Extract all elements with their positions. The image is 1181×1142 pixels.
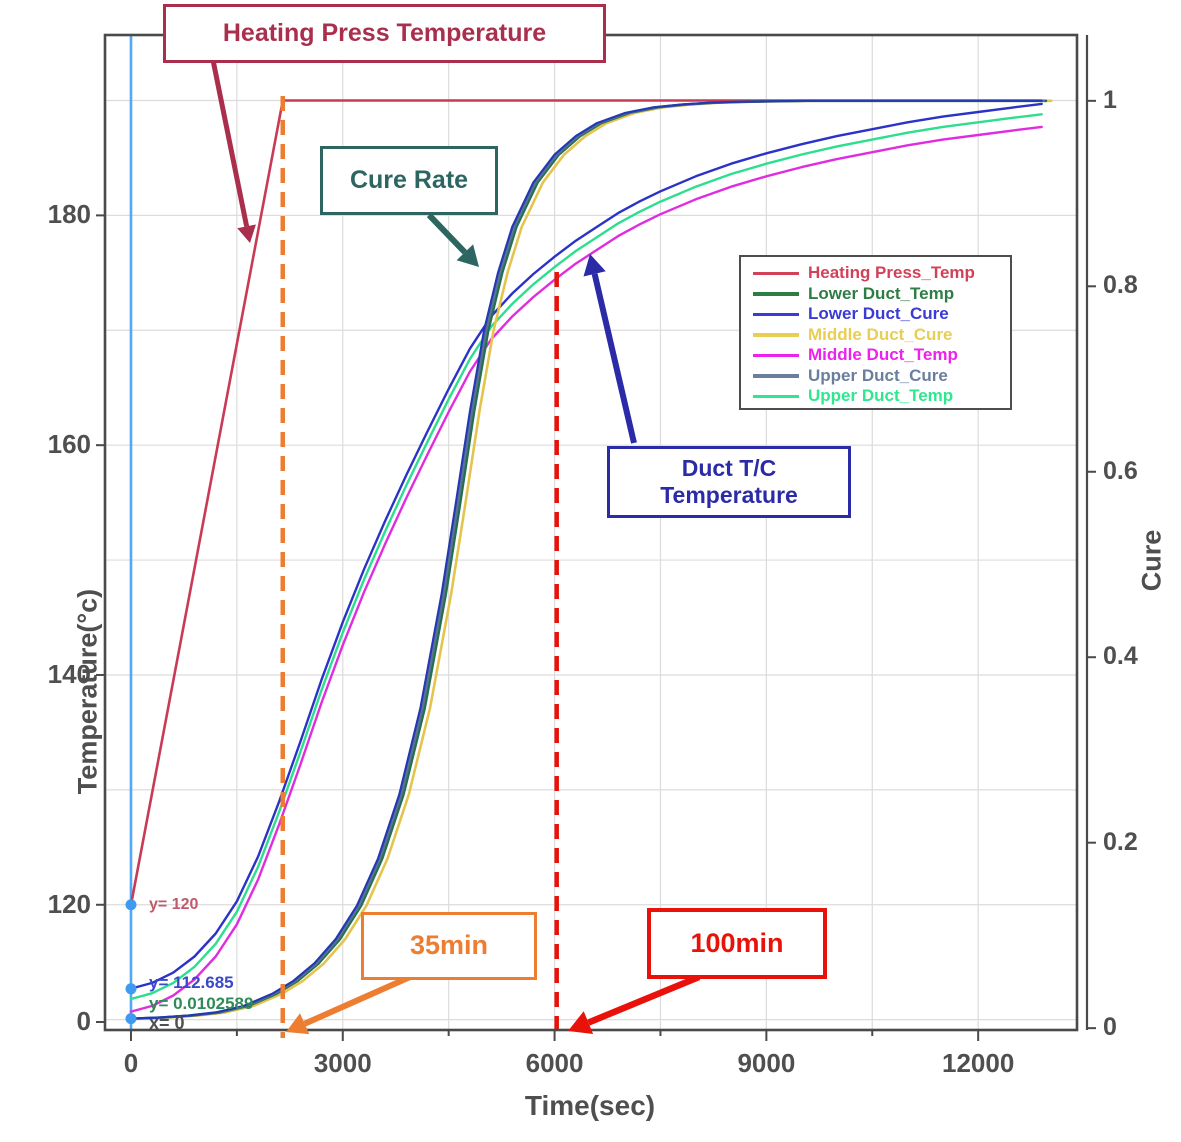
y-left-bottom-label: 0 <box>76 1006 91 1036</box>
y-right-tick-label: 1 <box>1103 85 1117 114</box>
right-axis-title: Cure <box>1136 529 1167 592</box>
x-tick-label: 9000 <box>737 1048 796 1078</box>
legend-swatch <box>753 312 799 316</box>
legend-item-label: Upper Duct_Temp <box>808 386 954 406</box>
y-right-tick-label: 0.6 <box>1103 456 1138 485</box>
cursor-dot <box>125 899 137 911</box>
cursor-dot <box>125 983 137 995</box>
x-tick-label: 6000 <box>525 1048 584 1078</box>
duct-tc-annotation-line2: Temperature <box>660 482 798 508</box>
100min-arrow <box>587 973 701 1026</box>
cursor-readout: x= 0 <box>149 1013 185 1033</box>
cure-rate-arrow <box>426 212 468 255</box>
legend-item: Lower Duct_Cure <box>753 304 1010 325</box>
legend-item: Heating Press_Temp <box>753 263 1010 284</box>
curve-Lower Duct_Cure <box>129 99 1043 1020</box>
cure-rate-annotation: Cure Rate <box>320 146 498 215</box>
legend-swatch <box>753 374 799 378</box>
x-axis-title: Time(sec) <box>524 1090 656 1121</box>
legend-item-label: Middle Duct_Cure <box>808 324 953 344</box>
legend-swatch <box>753 292 799 296</box>
35min-arrow <box>303 974 412 1027</box>
legend-item-label: Lower Duct_Cure <box>808 304 949 324</box>
heating-press-annotation: Heating Press Temperature <box>163 4 606 63</box>
heating-press-annotation-text: Heating Press Temperature <box>222 18 547 47</box>
duct-tc-annotation: Duct T/C Temperature <box>607 446 851 518</box>
x-tick-label: 12000 <box>942 1048 1015 1078</box>
legend-swatch <box>753 394 799 398</box>
35min-arrow-head <box>286 1013 310 1035</box>
legend-item: Middle Duct_Temp <box>753 345 1010 366</box>
curve-Lower Duct_Temp <box>129 102 1043 990</box>
legend-swatch <box>753 333 799 337</box>
y-right-tick-label: 0.4 <box>1103 642 1138 671</box>
y-right-tick-label: 0.8 <box>1103 271 1138 300</box>
left-axis-title: Temperature(°c) <box>72 588 103 795</box>
x-tick-label: 3000 <box>313 1048 372 1078</box>
cursor-readout: y= 120 <box>149 896 199 913</box>
cursor-dot <box>125 1013 137 1025</box>
x-tick-label: 0 <box>123 1048 139 1078</box>
heating-press-arrow-head <box>237 224 256 243</box>
35min-annotation: 35min <box>361 912 537 980</box>
y-left-tick-label: 120 <box>47 888 91 919</box>
curve-Upper Duct_Temp <box>129 113 1043 1001</box>
heating-press-arrow <box>210 59 250 227</box>
y-left-tick-label: 140 <box>47 658 91 689</box>
legend-item-label: Lower Duct_Temp <box>808 283 955 303</box>
legend-swatch <box>753 271 799 275</box>
y-left-tick-label: 160 <box>47 429 91 460</box>
plot-area <box>105 35 1077 1030</box>
legend-item: Middle Duct_Cure <box>753 325 1010 346</box>
duct-tc-arrow <box>591 273 637 444</box>
legend-item-label: Heating Press_Temp <box>808 263 975 283</box>
legend-item: Upper Duct_Cure <box>753 366 1010 387</box>
duct-tc-arrow-head <box>583 254 606 277</box>
y-right-tick-label: 0.2 <box>1103 827 1138 856</box>
cure-rate-arrow-head <box>456 244 479 267</box>
legend-item-label: Middle Duct_Temp <box>808 345 958 365</box>
legend-swatch <box>753 353 799 357</box>
cursor-readout: y= 0.0102589 <box>149 994 254 1013</box>
legend: Heating Press_Temp Lower Duct_Temp Lower D… <box>739 255 1012 410</box>
100min-annotation-text: 100min <box>690 927 784 958</box>
legend-item-label: Upper Duct_Cure <box>808 365 948 385</box>
legend-item: Lower Duct_Temp <box>753 284 1010 305</box>
100min-annotation: 100min <box>647 908 827 979</box>
100min-arrow-head <box>568 1011 594 1034</box>
curve-Middle Duct_Temp <box>129 125 1043 1013</box>
y-left-tick-label: 180 <box>47 199 91 230</box>
y-right-tick-label: 0 <box>1103 1013 1117 1042</box>
cure-rate-annotation-text: Cure Rate <box>349 165 469 194</box>
duct-tc-annotation-line1: Duct T/C <box>681 454 777 481</box>
legend-item: Upper Duct_Temp <box>753 386 1010 407</box>
35min-annotation-text: 35min <box>409 930 489 961</box>
cursor-readout: y= 112.685 <box>149 973 234 992</box>
